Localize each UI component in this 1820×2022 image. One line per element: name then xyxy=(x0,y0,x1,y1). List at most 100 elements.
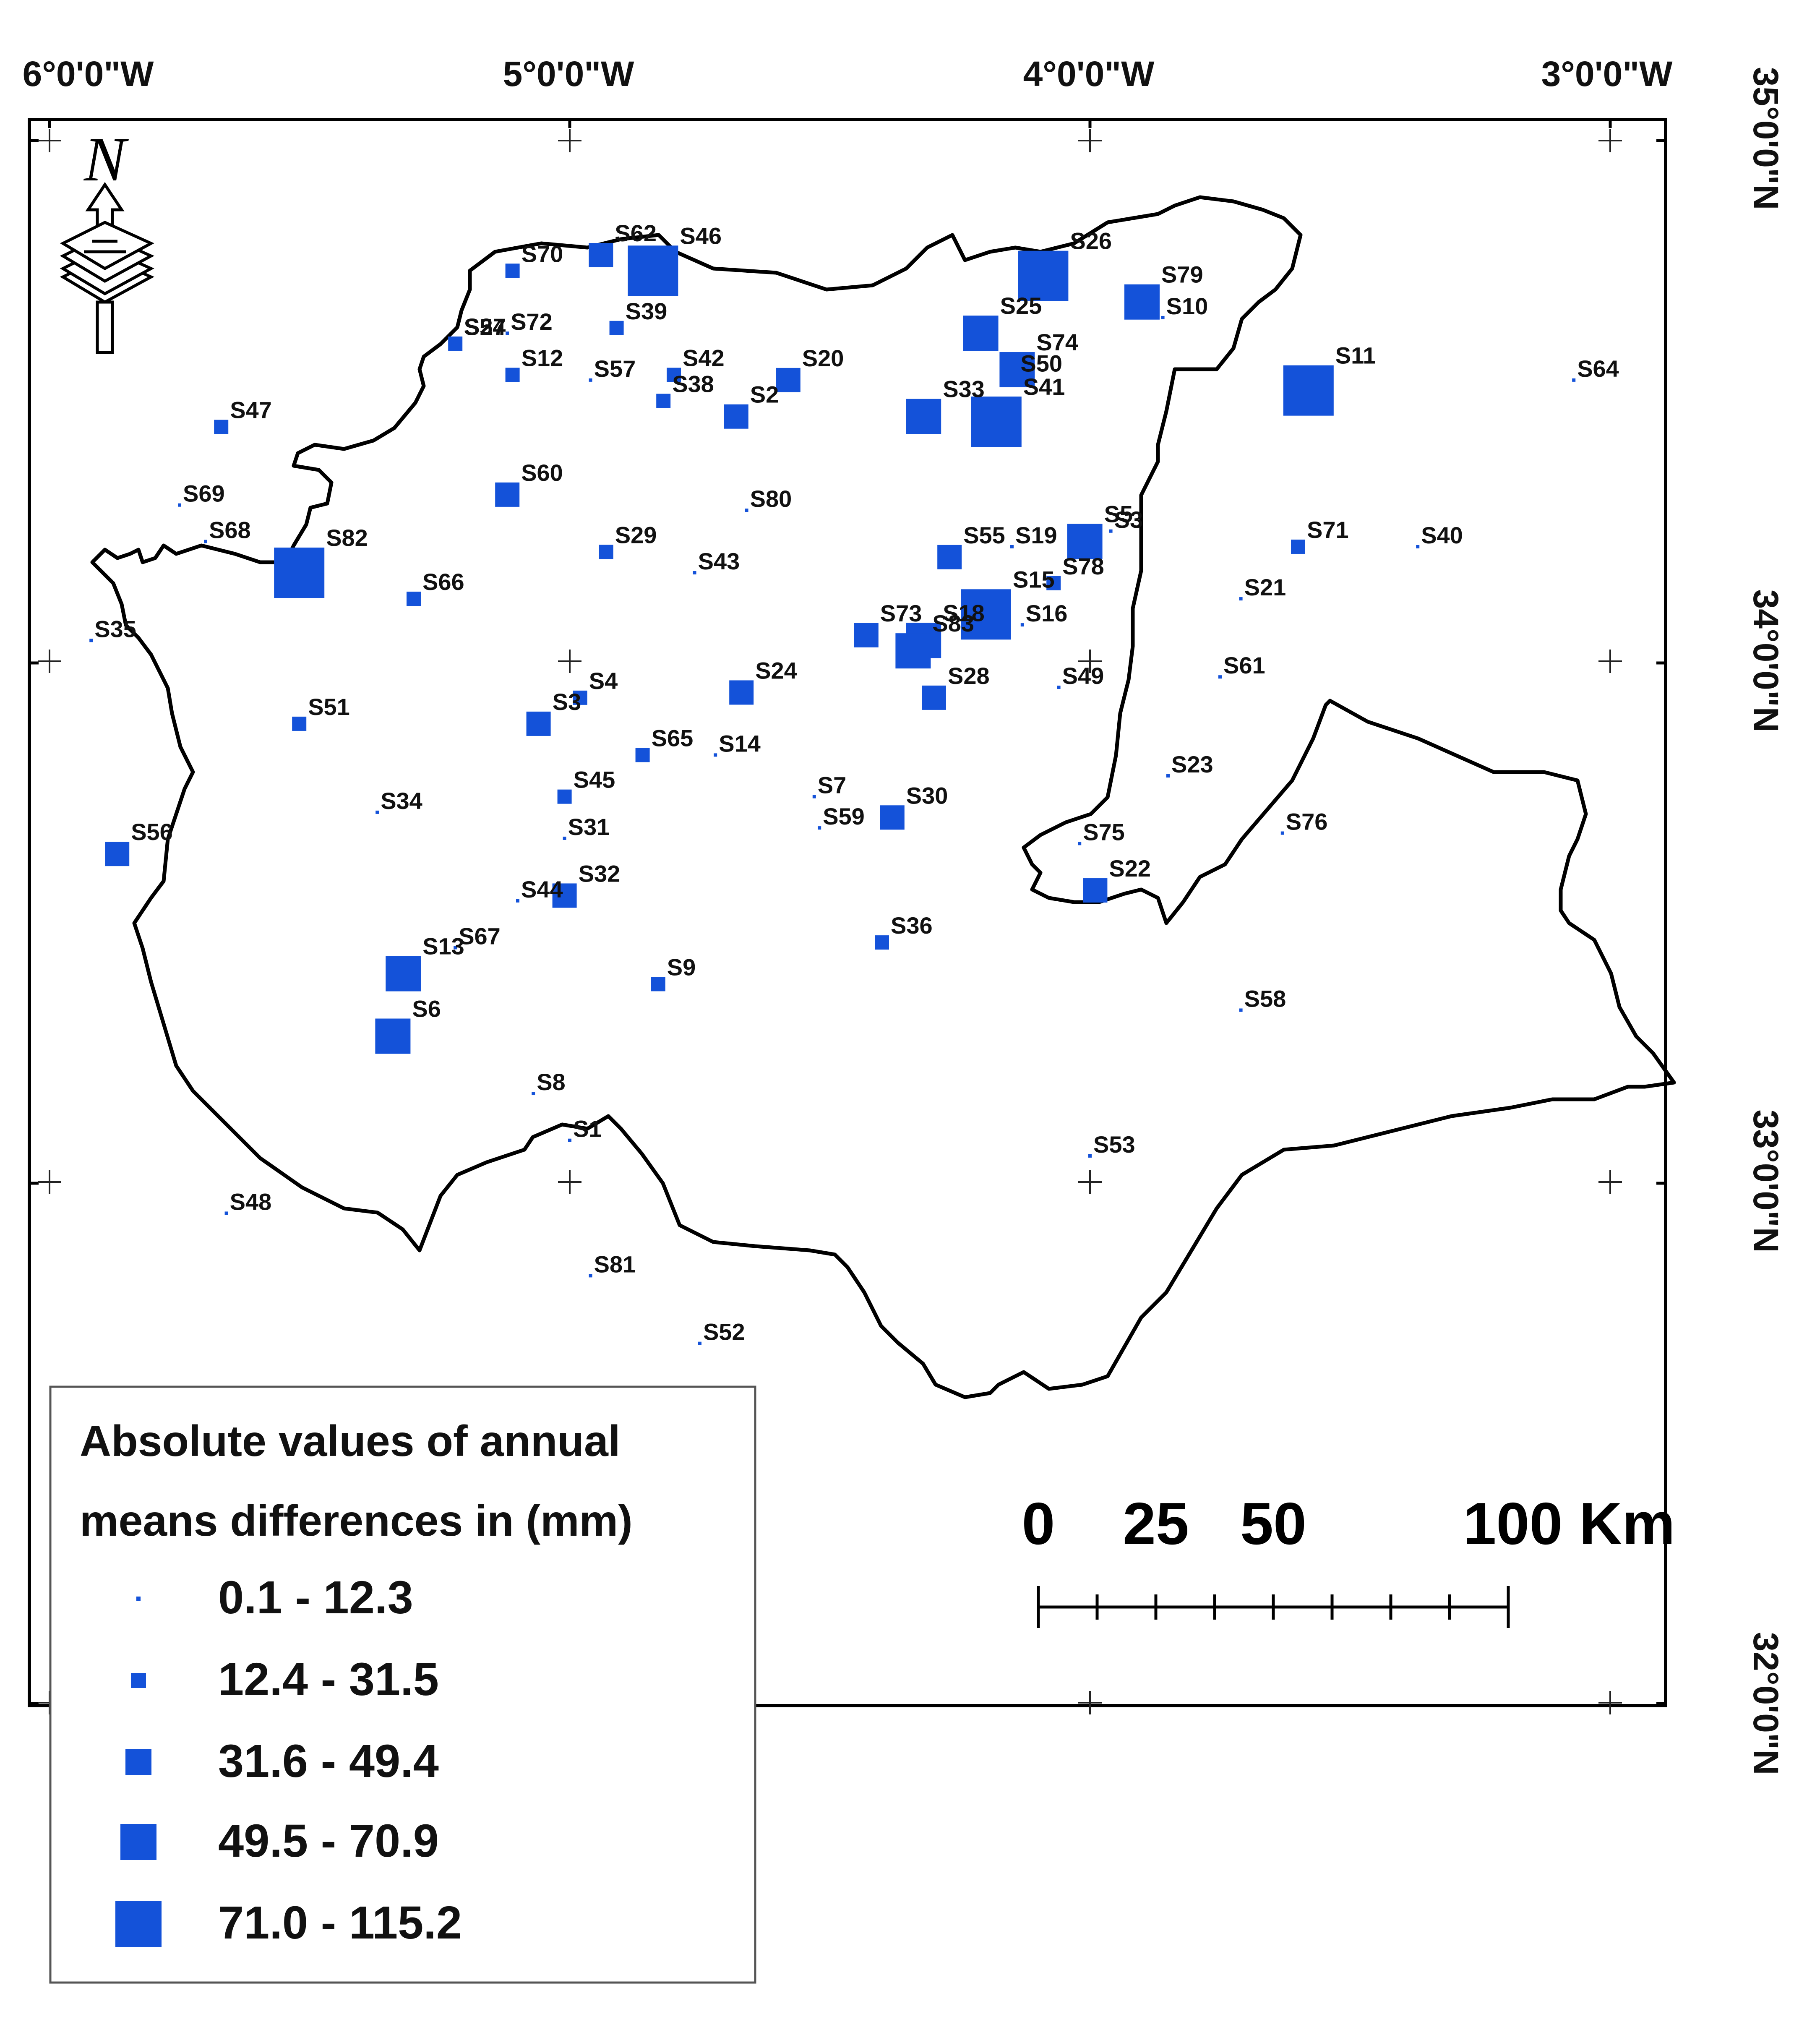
station-label: S1 xyxy=(573,1116,602,1142)
station-label: S54 xyxy=(464,314,506,340)
station-label: S3 xyxy=(553,689,581,715)
station-label: S15 xyxy=(1013,566,1055,592)
station-symbol xyxy=(1416,545,1420,548)
station-label: S31 xyxy=(568,814,610,840)
station-label: S48 xyxy=(230,1188,272,1215)
station-label: S56 xyxy=(131,819,173,845)
station-label: S71 xyxy=(1307,517,1349,543)
station-symbol xyxy=(1109,529,1113,533)
station-symbol xyxy=(526,711,551,736)
station-label: S53 xyxy=(1093,1131,1135,1158)
station-symbol xyxy=(516,899,519,903)
station-symbol xyxy=(459,337,462,340)
station-symbol xyxy=(505,264,520,278)
station-label: S29 xyxy=(615,522,657,548)
station-label: S7 xyxy=(818,772,847,798)
station-label: S80 xyxy=(750,485,792,512)
lat-label-33n: 33°0'0"N xyxy=(1746,1110,1786,1253)
station-symbol xyxy=(178,503,181,507)
station-symbol xyxy=(745,509,748,512)
station-label: S39 xyxy=(626,298,668,324)
station-symbol xyxy=(1166,774,1170,778)
station-symbol xyxy=(386,956,421,991)
station-symbol xyxy=(693,571,696,575)
station-symbol xyxy=(776,368,800,392)
legend-class-1-label: 0.1 - 12.3 xyxy=(218,1572,413,1623)
lon-label-5w: 5°0'0"W xyxy=(503,54,635,94)
lat-label-32n: 32°0'0"N xyxy=(1746,1632,1786,1775)
station-label: S47 xyxy=(230,397,272,423)
station-label: S75 xyxy=(1083,819,1125,845)
lon-label-4w: 4°0'0"W xyxy=(1023,54,1155,94)
station-label: S43 xyxy=(698,548,740,574)
station-label: S59 xyxy=(823,803,865,830)
station-label: S20 xyxy=(802,345,844,371)
station-label: S32 xyxy=(579,860,621,887)
station-label: S72 xyxy=(511,308,553,335)
station-label: S33 xyxy=(943,376,985,402)
region-boundary xyxy=(90,195,1676,1399)
station-symbol xyxy=(532,1092,535,1096)
layers-icon xyxy=(60,221,154,304)
station-symbol xyxy=(454,946,457,950)
station-symbol xyxy=(1239,1008,1243,1012)
station-symbol xyxy=(1280,831,1284,835)
north-arrow: N xyxy=(60,125,154,354)
scale-tick-0: 0 xyxy=(1022,1490,1055,1557)
station-label: S68 xyxy=(209,517,251,543)
station-symbol xyxy=(224,1211,228,1215)
station-label: S27 xyxy=(464,313,506,340)
station-symbol xyxy=(505,368,520,382)
station-symbol xyxy=(1015,373,1019,377)
station-label: S19 xyxy=(1015,522,1057,548)
station-label: S25 xyxy=(1000,292,1042,319)
station-symbol xyxy=(563,836,566,840)
station-label: S65 xyxy=(652,725,694,751)
station-symbol xyxy=(1010,545,1014,548)
station-symbols xyxy=(89,243,1576,1345)
station-symbol xyxy=(495,482,520,507)
station-label: S83 xyxy=(932,610,974,637)
station-symbol xyxy=(937,545,962,569)
station-label: S8 xyxy=(537,1069,566,1095)
station-label: S55 xyxy=(963,522,1005,548)
lat-label-34n: 34°0'0"N xyxy=(1746,590,1786,733)
station-symbol xyxy=(1018,250,1069,301)
station-label: S82 xyxy=(326,524,368,551)
station-label: S16 xyxy=(1026,600,1068,626)
station-label: S21 xyxy=(1244,574,1286,600)
station-label: S66 xyxy=(422,569,464,595)
station-symbol xyxy=(875,935,889,950)
station-label: S61 xyxy=(1223,652,1265,678)
station-symbol xyxy=(552,883,577,908)
frame-ticks xyxy=(29,120,1666,1705)
station-symbol xyxy=(1124,284,1160,320)
scale-bar: 0 25 50 100 Km xyxy=(1022,1490,1675,1628)
station-symbol xyxy=(105,842,130,866)
station-label: S62 xyxy=(615,220,657,246)
station-label: S4 xyxy=(589,668,618,694)
station-label: S35 xyxy=(94,616,136,642)
station-symbol xyxy=(906,399,941,434)
station-symbol xyxy=(1088,1154,1092,1158)
station-label: S41 xyxy=(1023,373,1065,400)
station-symbol xyxy=(1291,539,1305,554)
station-label: S57 xyxy=(594,355,636,382)
station-symbol xyxy=(729,680,754,705)
station-label: S26 xyxy=(1070,228,1112,254)
station-symbol xyxy=(628,245,678,296)
legend-class-4-label: 49.5 - 70.9 xyxy=(218,1815,439,1867)
legend-symbols xyxy=(115,1597,162,1947)
legend-title-line2: means differences in (mm) xyxy=(80,1497,633,1545)
station-label: S9 xyxy=(667,954,696,980)
station-label: S3 xyxy=(1114,506,1143,533)
station-symbol xyxy=(292,716,307,731)
station-symbol xyxy=(506,331,509,335)
station-symbol xyxy=(375,1018,411,1054)
station-label: S81 xyxy=(594,1251,636,1277)
station-label: S60 xyxy=(521,459,563,486)
station-symbol xyxy=(589,1274,592,1278)
station-symbol xyxy=(89,639,93,642)
